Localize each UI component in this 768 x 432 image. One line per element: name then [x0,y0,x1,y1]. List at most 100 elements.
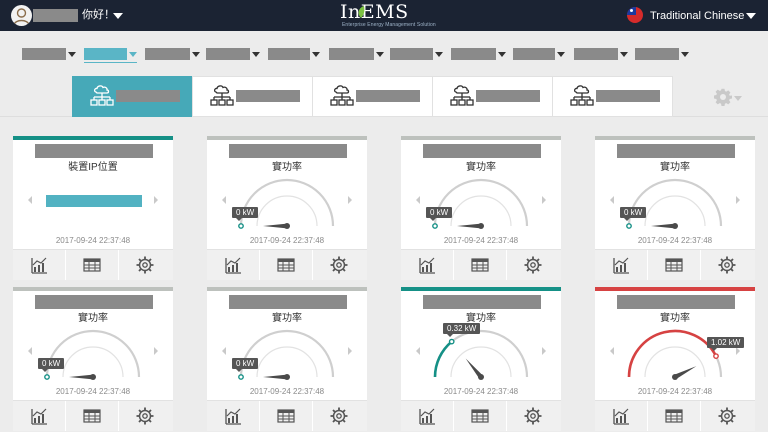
filter-dropdown-5[interactable] [268,48,320,61]
filter-dropdown-4[interactable] [206,48,260,61]
device-card[interactable]: 實功率 0 kW 2017-09-24 22:37:48 [13,287,173,431]
power-gauge [626,178,723,229]
filter-label-redacted [635,48,679,60]
trend-chart-button[interactable] [401,250,454,280]
tab-4[interactable] [432,76,553,117]
chevron-down-icon[interactable] [620,52,628,57]
chevron-down-icon[interactable] [498,52,506,57]
device-name-redacted [35,144,153,158]
timestamp: 2017-09-24 22:37:48 [249,236,325,245]
trend-chart-button[interactable] [207,401,260,431]
user-menu-chevron-down-icon[interactable] [113,13,123,19]
filter-dropdown-10[interactable] [574,48,628,61]
prev-arrow-icon[interactable] [28,347,32,355]
table-grid-button[interactable] [260,250,313,280]
chevron-down-icon[interactable] [129,52,137,57]
language-chevron-down-icon[interactable] [746,13,756,19]
next-arrow-icon[interactable] [542,347,546,355]
trend-chart-button[interactable] [595,401,648,431]
device-card[interactable]: 實功率 1.02 kW 2017-09-24 22:37:48 [595,287,755,431]
prev-arrow-icon[interactable] [222,196,226,204]
device-card[interactable]: 實功率 0 kW 2017-09-24 22:37:48 [207,136,367,280]
filter-dropdown-8[interactable] [451,48,506,61]
chevron-down-icon[interactable] [376,52,384,57]
chevron-down-icon[interactable] [252,52,260,57]
next-arrow-icon[interactable] [348,347,352,355]
tab-label-redacted [356,90,420,102]
gear-button[interactable] [313,250,366,280]
chevron-down-icon[interactable] [192,52,200,57]
user-avatar-icon[interactable] [11,5,32,26]
table-grid-button[interactable] [66,250,119,280]
gauge-inner-track [62,346,124,378]
filter-dropdown-1[interactable] [22,48,76,61]
filter-dropdown-6[interactable] [329,48,384,61]
prev-arrow-icon[interactable] [610,347,614,355]
prev-arrow-icon[interactable] [28,196,32,204]
table-grid-button[interactable] [454,250,507,280]
trend-chart-button[interactable] [401,401,454,431]
prev-arrow-icon[interactable] [416,347,420,355]
prev-arrow-icon[interactable] [610,196,614,204]
table-grid-button[interactable] [648,250,701,280]
next-arrow-icon[interactable] [154,196,158,204]
filter-dropdown-3[interactable] [145,48,200,61]
filter-dropdown-7[interactable] [390,48,443,61]
next-arrow-icon[interactable] [348,196,352,204]
device-card[interactable]: 實功率 0 kW 2017-09-24 22:37:48 [401,136,561,280]
gear-button[interactable] [119,250,172,280]
settings-gear-icon[interactable] [714,88,732,106]
gear-button[interactable] [313,401,366,431]
chevron-down-icon[interactable] [557,52,565,57]
trend-chart-button[interactable] [595,250,648,280]
device-card[interactable]: 實功率 0.32 kW 2017-09-24 22:37:48 [401,287,561,431]
metric-label: 實功率 [466,162,496,173]
table-grid-button[interactable] [454,401,507,431]
chevron-down-icon[interactable] [68,52,76,57]
tab-1[interactable] [72,76,193,117]
settings-chevron-down-icon[interactable] [734,96,742,101]
power-gauge [627,329,723,380]
status-strip [13,136,173,140]
trend-chart-button[interactable] [207,250,260,280]
language-selector[interactable]: Traditional Chinese [650,10,745,22]
chevron-down-icon[interactable] [312,52,320,57]
gauge-hub [90,374,96,380]
chevron-down-icon[interactable] [435,52,443,57]
gear-button[interactable] [119,401,172,431]
prev-arrow-icon[interactable] [416,196,420,204]
table-grid-icon [471,258,489,272]
power-gauge [432,178,529,229]
device-card[interactable]: 裝置IP位置 2017-09-24 22:37:48 [13,136,173,280]
filter-dropdown-11[interactable] [635,48,689,61]
card-footer [595,249,755,280]
device-card[interactable]: 實功率 0 kW 2017-09-24 22:37:48 [207,287,367,431]
table-grid-button[interactable] [648,401,701,431]
gear-button[interactable] [507,250,560,280]
device-card[interactable]: 實功率 0 kW 2017-09-24 22:37:48 [595,136,755,280]
chevron-down-icon[interactable] [681,52,689,57]
tab-5[interactable] [552,76,673,117]
filter-dropdown-2[interactable] [84,48,137,63]
tab-2[interactable] [192,76,313,117]
table-grid-button[interactable] [66,401,119,431]
next-arrow-icon[interactable] [736,347,740,355]
trend-chart-button[interactable] [13,401,66,431]
next-arrow-icon[interactable] [542,196,546,204]
taiwan-flag-icon[interactable] [627,7,643,23]
filter-dropdown-9[interactable] [513,48,565,61]
tab-3[interactable] [312,76,433,117]
gauge-needle [263,223,287,229]
trend-chart-icon [225,257,241,274]
table-grid-button[interactable] [260,401,313,431]
gear-button[interactable] [701,401,754,431]
gear-button[interactable] [507,401,560,431]
gauge-track [627,178,723,227]
gear-icon [330,407,348,425]
gear-button[interactable] [701,250,754,280]
prev-arrow-icon[interactable] [222,347,226,355]
next-arrow-icon[interactable] [154,347,158,355]
next-arrow-icon[interactable] [736,196,740,204]
gauge-inner-track [450,195,512,227]
trend-chart-button[interactable] [13,250,66,280]
